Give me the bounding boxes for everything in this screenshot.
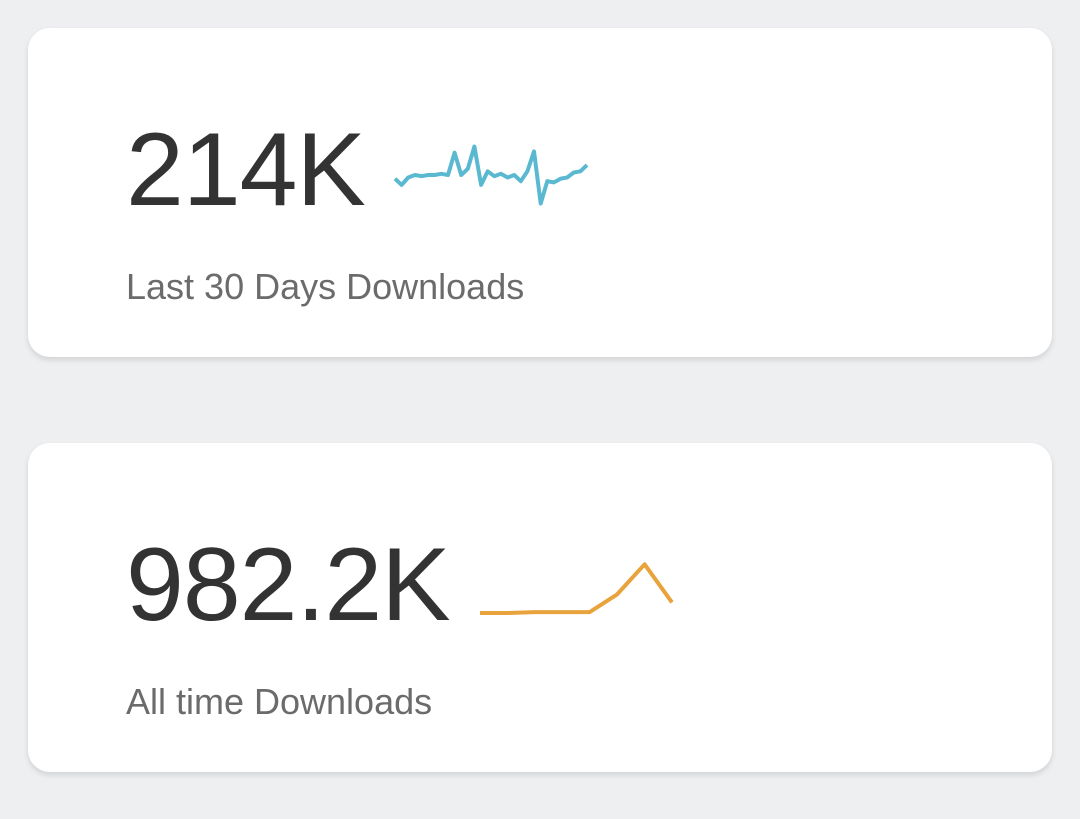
stat-row: 214K <box>126 110 1052 230</box>
sparkline <box>393 144 589 206</box>
stat-label: All time Downloads <box>126 681 433 722</box>
stat-row: 982.2K <box>126 525 1052 645</box>
stat-card: 982.2K All time Downloads <box>28 443 1052 772</box>
sparkline-line <box>393 144 589 206</box>
stat-label: Last 30 Days Downloads <box>126 266 525 307</box>
stat-card: 214K Last 30 Days Downloads <box>28 28 1052 357</box>
stat-value: 982.2K <box>126 527 451 643</box>
stat-value: 214K <box>126 112 366 228</box>
sparkline <box>479 562 674 615</box>
sparkline-line <box>479 562 674 615</box>
